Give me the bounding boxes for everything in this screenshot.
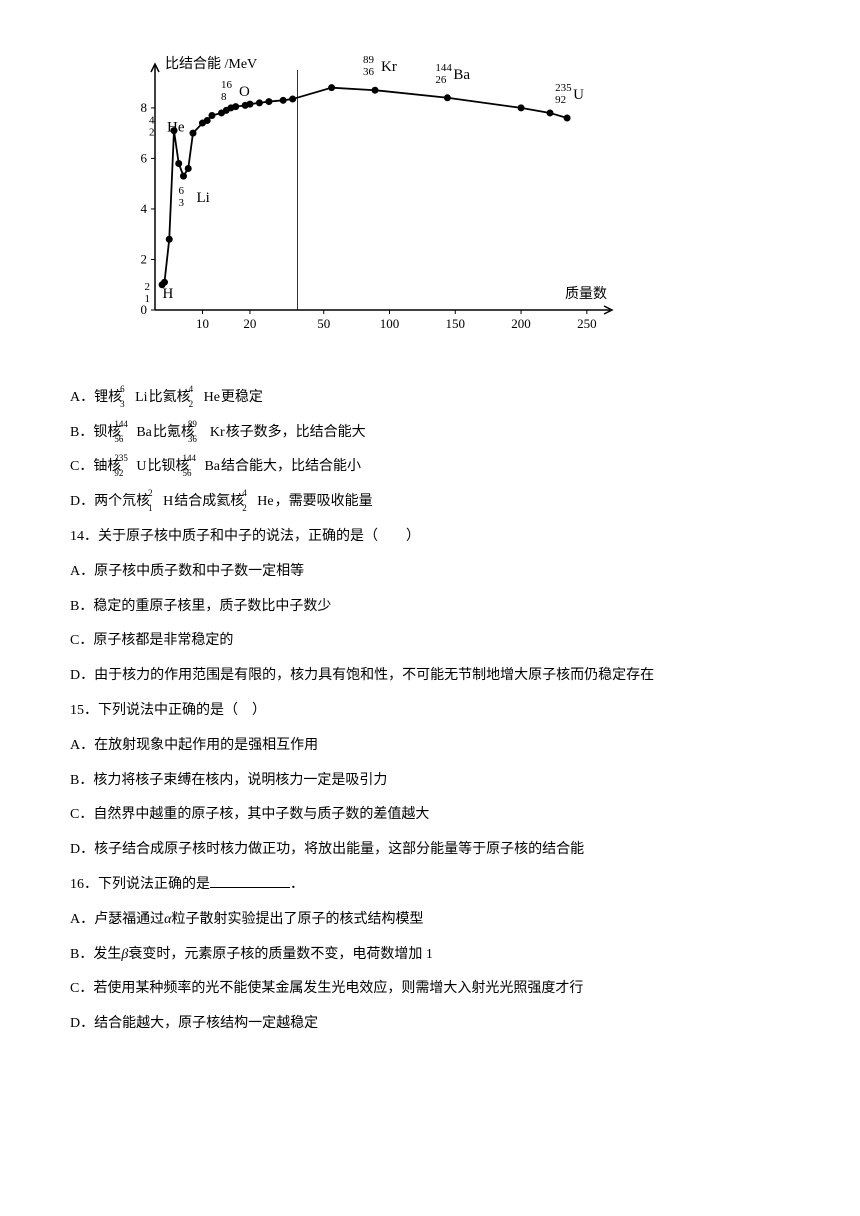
- q13-option-b: B．钡核14456Ba比氪核8936Kr核子数多，比结合能大: [70, 418, 790, 449]
- svg-text:10: 10: [196, 316, 209, 331]
- svg-text:150: 150: [446, 316, 466, 331]
- q16-option-d: D．结合能越大，原子核结构一定越稳定: [70, 1009, 790, 1040]
- svg-text:He: He: [167, 120, 185, 136]
- svg-text:1: 1: [144, 293, 150, 305]
- q16-option-c: C．若使用某种频率的光不能使某金属发生光电效应，则需增大入射光光照强度才行: [70, 974, 790, 1005]
- svg-text:20: 20: [243, 316, 256, 331]
- svg-text:92: 92: [555, 94, 566, 106]
- q16-option-a: A．卢瑟福通过α粒子散射实验提出了原子的核式结构模型: [70, 905, 790, 936]
- binding-energy-chart: 02468102050100150200250比结合能 /MeV质量数21H42…: [100, 50, 790, 363]
- q16-option-b: B．发生β衰变时，元素原子核的质量数不变，电荷数增加 1: [70, 940, 790, 971]
- svg-text:144: 144: [435, 62, 452, 74]
- svg-text:6: 6: [178, 185, 184, 197]
- chart-svg: 02468102050100150200250比结合能 /MeV质量数21H42…: [100, 50, 620, 350]
- svg-text:Ba: Ba: [453, 67, 470, 83]
- svg-text:2: 2: [141, 251, 148, 266]
- fill-blank: [210, 872, 290, 888]
- q15-option-c: C．自然界中越重的原子核，其中子数与质子数的差值越大: [70, 800, 790, 831]
- svg-text:2: 2: [149, 127, 155, 139]
- svg-text:50: 50: [317, 316, 330, 331]
- svg-text:235: 235: [555, 82, 572, 94]
- svg-text:U: U: [573, 87, 584, 103]
- q14-option-c: C．原子核都是非常稳定的: [70, 626, 790, 657]
- q15-option-d: D．核子结合成原子核时核力做正功，将放出能量，这部分能量等于原子核的结合能: [70, 835, 790, 866]
- svg-text:3: 3: [178, 197, 184, 209]
- svg-text:26: 26: [435, 74, 447, 86]
- svg-text:Li: Li: [196, 190, 209, 206]
- svg-text:H: H: [162, 286, 173, 302]
- svg-text:200: 200: [511, 316, 531, 331]
- svg-text:8: 8: [221, 91, 227, 103]
- svg-text:4: 4: [141, 201, 148, 216]
- q14-stem: 14．关于原子核中质子和中子的说法，正确的是（ ）: [70, 522, 790, 553]
- q13-option-a: A．锂核63Li比氦核42He更稳定: [70, 383, 790, 414]
- svg-text:36: 36: [363, 66, 375, 78]
- svg-text:250: 250: [577, 316, 597, 331]
- svg-text:100: 100: [380, 316, 400, 331]
- svg-text:4: 4: [149, 115, 155, 127]
- q16-stem: 16．下列说法正确的是．: [70, 870, 790, 901]
- svg-text:比结合能 /MeV: 比结合能 /MeV: [165, 56, 257, 72]
- q15-stem: 15．下列说法中正确的是（ ）: [70, 696, 790, 727]
- svg-text:16: 16: [221, 79, 233, 91]
- q14-option-b: B．稳定的重原子核里，质子数比中子数少: [70, 592, 790, 623]
- q14-option-d: D．由于核力的作用范围是有限的，核力具有饱和性，不可能无节制地增大原子核而仍稳定…: [70, 661, 790, 692]
- q13-option-c: C．铀核23592U比钡核14456Ba结合能大，比结合能小: [70, 452, 790, 483]
- svg-text:2: 2: [144, 281, 150, 293]
- svg-text:8: 8: [141, 100, 148, 115]
- q15-option-b: B．核力将核子束缚在核内，说明核力一定是吸引力: [70, 766, 790, 797]
- svg-text:质量数: 质量数: [565, 286, 607, 302]
- svg-text:6: 6: [141, 150, 148, 165]
- q14-option-a: A．原子核中质子数和中子数一定相等: [70, 557, 790, 588]
- svg-text:O: O: [239, 84, 250, 100]
- svg-text:Kr: Kr: [381, 59, 397, 75]
- q15-option-a: A．在放射现象中起作用的是强相互作用: [70, 731, 790, 762]
- svg-text:89: 89: [363, 54, 375, 66]
- q13-option-d: D．两个氘核21H结合成氦核42He，需要吸收能量: [70, 487, 790, 518]
